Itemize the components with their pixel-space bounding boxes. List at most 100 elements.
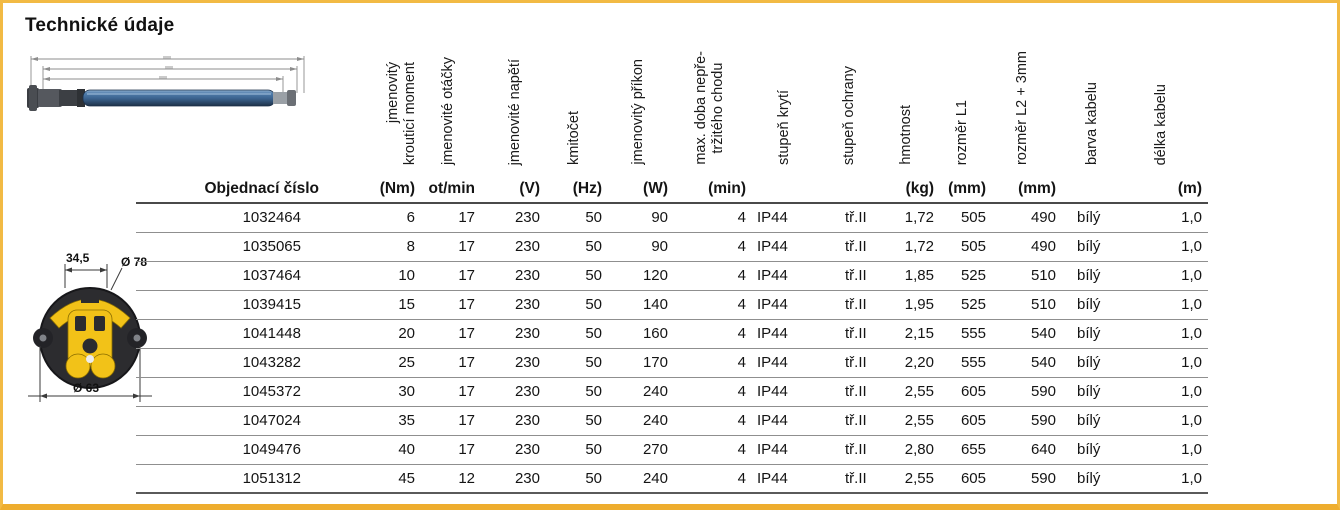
table-row: 1049476 40 17 230 50 270 4 IP44 tř.II 2,80 655 640 b…: [136, 435, 1208, 465]
value-cell: 17: [421, 348, 491, 378]
units-row: Objednací číslo (Nm) ot/min (V) (Hz) (W) (min)…: [136, 173, 1208, 204]
column-unit: (Hz): [546, 173, 608, 204]
value-cell: 17: [421, 435, 491, 465]
value-cell: 1,0: [1121, 290, 1208, 320]
value-cell: 8: [321, 232, 421, 262]
value-cell: 50: [546, 377, 608, 407]
dim-arrows-top: [65, 267, 107, 273]
value-cell: 50: [546, 319, 608, 349]
value-cell: bílý: [1063, 464, 1121, 494]
value-cell: IP44: [749, 406, 819, 436]
dim-63-label: Ø 63: [73, 381, 99, 395]
column-unit: [1063, 173, 1121, 204]
value-cell: 4: [673, 203, 749, 233]
order-number-cell: 1035065: [136, 232, 321, 262]
value-cell: IP44: [749, 348, 819, 378]
value-cell: tř.II: [819, 290, 879, 320]
value-cell: 1,0: [1121, 464, 1208, 494]
value-cell: 230: [491, 261, 546, 291]
value-cell: 605: [939, 406, 989, 436]
value-cell: 230: [491, 290, 546, 320]
value-cell: 2,80: [879, 435, 939, 465]
column-header: stupeň krytí: [775, 90, 792, 165]
value-cell: 4: [673, 406, 749, 436]
value-cell: 270: [608, 435, 673, 465]
value-cell: 555: [939, 319, 989, 349]
value-cell: bílý: [1063, 232, 1121, 262]
table-row: 1035065 8 17 230 50 90 4 IP44 tř.II 1,72 505 490 bíl…: [136, 232, 1208, 262]
value-cell: tř.II: [819, 348, 879, 378]
value-cell: 12: [421, 464, 491, 494]
value-cell: IP44: [749, 319, 819, 349]
value-cell: 510: [989, 290, 1063, 320]
order-number-cell: 1041448: [136, 319, 321, 349]
table-row: 1037464 10 17 230 50 120 4 IP44 tř.II 1,85 525 510 b…: [136, 261, 1208, 291]
column-unit: (mm): [989, 173, 1063, 204]
value-cell: 90: [608, 203, 673, 233]
value-cell: tř.II: [819, 319, 879, 349]
value-cell: 160: [608, 319, 673, 349]
value-cell: 540: [989, 319, 1063, 349]
value-cell: 10: [321, 261, 421, 291]
tubular-motor-drawing: [27, 56, 305, 111]
value-cell: tř.II: [819, 435, 879, 465]
dimension-arrows: [31, 56, 304, 81]
spec-table: jmenovitý krouticí moment jmenovité otáčky…: [136, 9, 1208, 494]
value-cell: bílý: [1063, 348, 1121, 378]
value-cell: 25: [321, 348, 421, 378]
value-cell: 2,55: [879, 377, 939, 407]
value-cell: bílý: [1063, 290, 1121, 320]
value-cell: 15: [321, 290, 421, 320]
table-row: 1032464 6 17 230 50 90 4 IP44 tř.II 1,72 505 490 bíl…: [136, 203, 1208, 233]
order-number-cell: 1037464: [136, 261, 321, 291]
value-cell: bílý: [1063, 406, 1121, 436]
value-cell: 1,0: [1121, 348, 1208, 378]
column-unit: (mm): [939, 173, 989, 204]
value-cell: 50: [546, 232, 608, 262]
value-cell: 20: [321, 319, 421, 349]
value-cell: 17: [421, 319, 491, 349]
value-cell: 1,0: [1121, 203, 1208, 233]
value-cell: bílý: [1063, 435, 1121, 465]
value-cell: 50: [546, 261, 608, 291]
value-cell: 17: [421, 261, 491, 291]
value-cell: 1,0: [1121, 319, 1208, 349]
value-cell: tř.II: [819, 203, 879, 233]
value-cell: 4: [673, 290, 749, 320]
value-cell: 1,72: [879, 232, 939, 262]
column-header: kmitočet: [565, 111, 582, 165]
value-cell: 230: [491, 435, 546, 465]
value-cell: 590: [989, 464, 1063, 494]
column-unit: (Nm): [321, 173, 421, 204]
value-cell: 590: [989, 377, 1063, 407]
value-cell: 230: [491, 348, 546, 378]
value-cell: 490: [989, 203, 1063, 233]
value-cell: 240: [608, 464, 673, 494]
motor-bracket: [27, 85, 39, 111]
value-cell: 90: [608, 232, 673, 262]
value-cell: 605: [939, 464, 989, 494]
table-row: 1051312 45 12 230 50 240 4 IP44 tř.II 2,55 605 590 b…: [136, 464, 1208, 494]
value-cell: 4: [673, 319, 749, 349]
value-cell: tř.II: [819, 406, 879, 436]
value-cell: 1,85: [879, 261, 939, 291]
rotated-header-row: jmenovitý krouticí moment jmenovité otáčky…: [136, 9, 1208, 173]
value-cell: 6: [321, 203, 421, 233]
value-cell: 605: [939, 377, 989, 407]
value-cell: 17: [421, 290, 491, 320]
value-cell: 50: [546, 406, 608, 436]
table-row: 1047024 35 17 230 50 240 4 IP44 tř.II 2,55 605 590 b…: [136, 406, 1208, 436]
value-cell: 525: [939, 261, 989, 291]
value-cell: 30: [321, 377, 421, 407]
value-cell: IP44: [749, 232, 819, 262]
motor-head: [38, 89, 85, 107]
order-number-cell: 1032464: [136, 203, 321, 233]
value-cell: bílý: [1063, 319, 1121, 349]
value-cell: 230: [491, 406, 546, 436]
page-title: Technické údaje: [25, 15, 175, 36]
value-cell: 50: [546, 290, 608, 320]
value-cell: IP44: [749, 435, 819, 465]
value-cell: 655: [939, 435, 989, 465]
value-cell: 50: [546, 464, 608, 494]
